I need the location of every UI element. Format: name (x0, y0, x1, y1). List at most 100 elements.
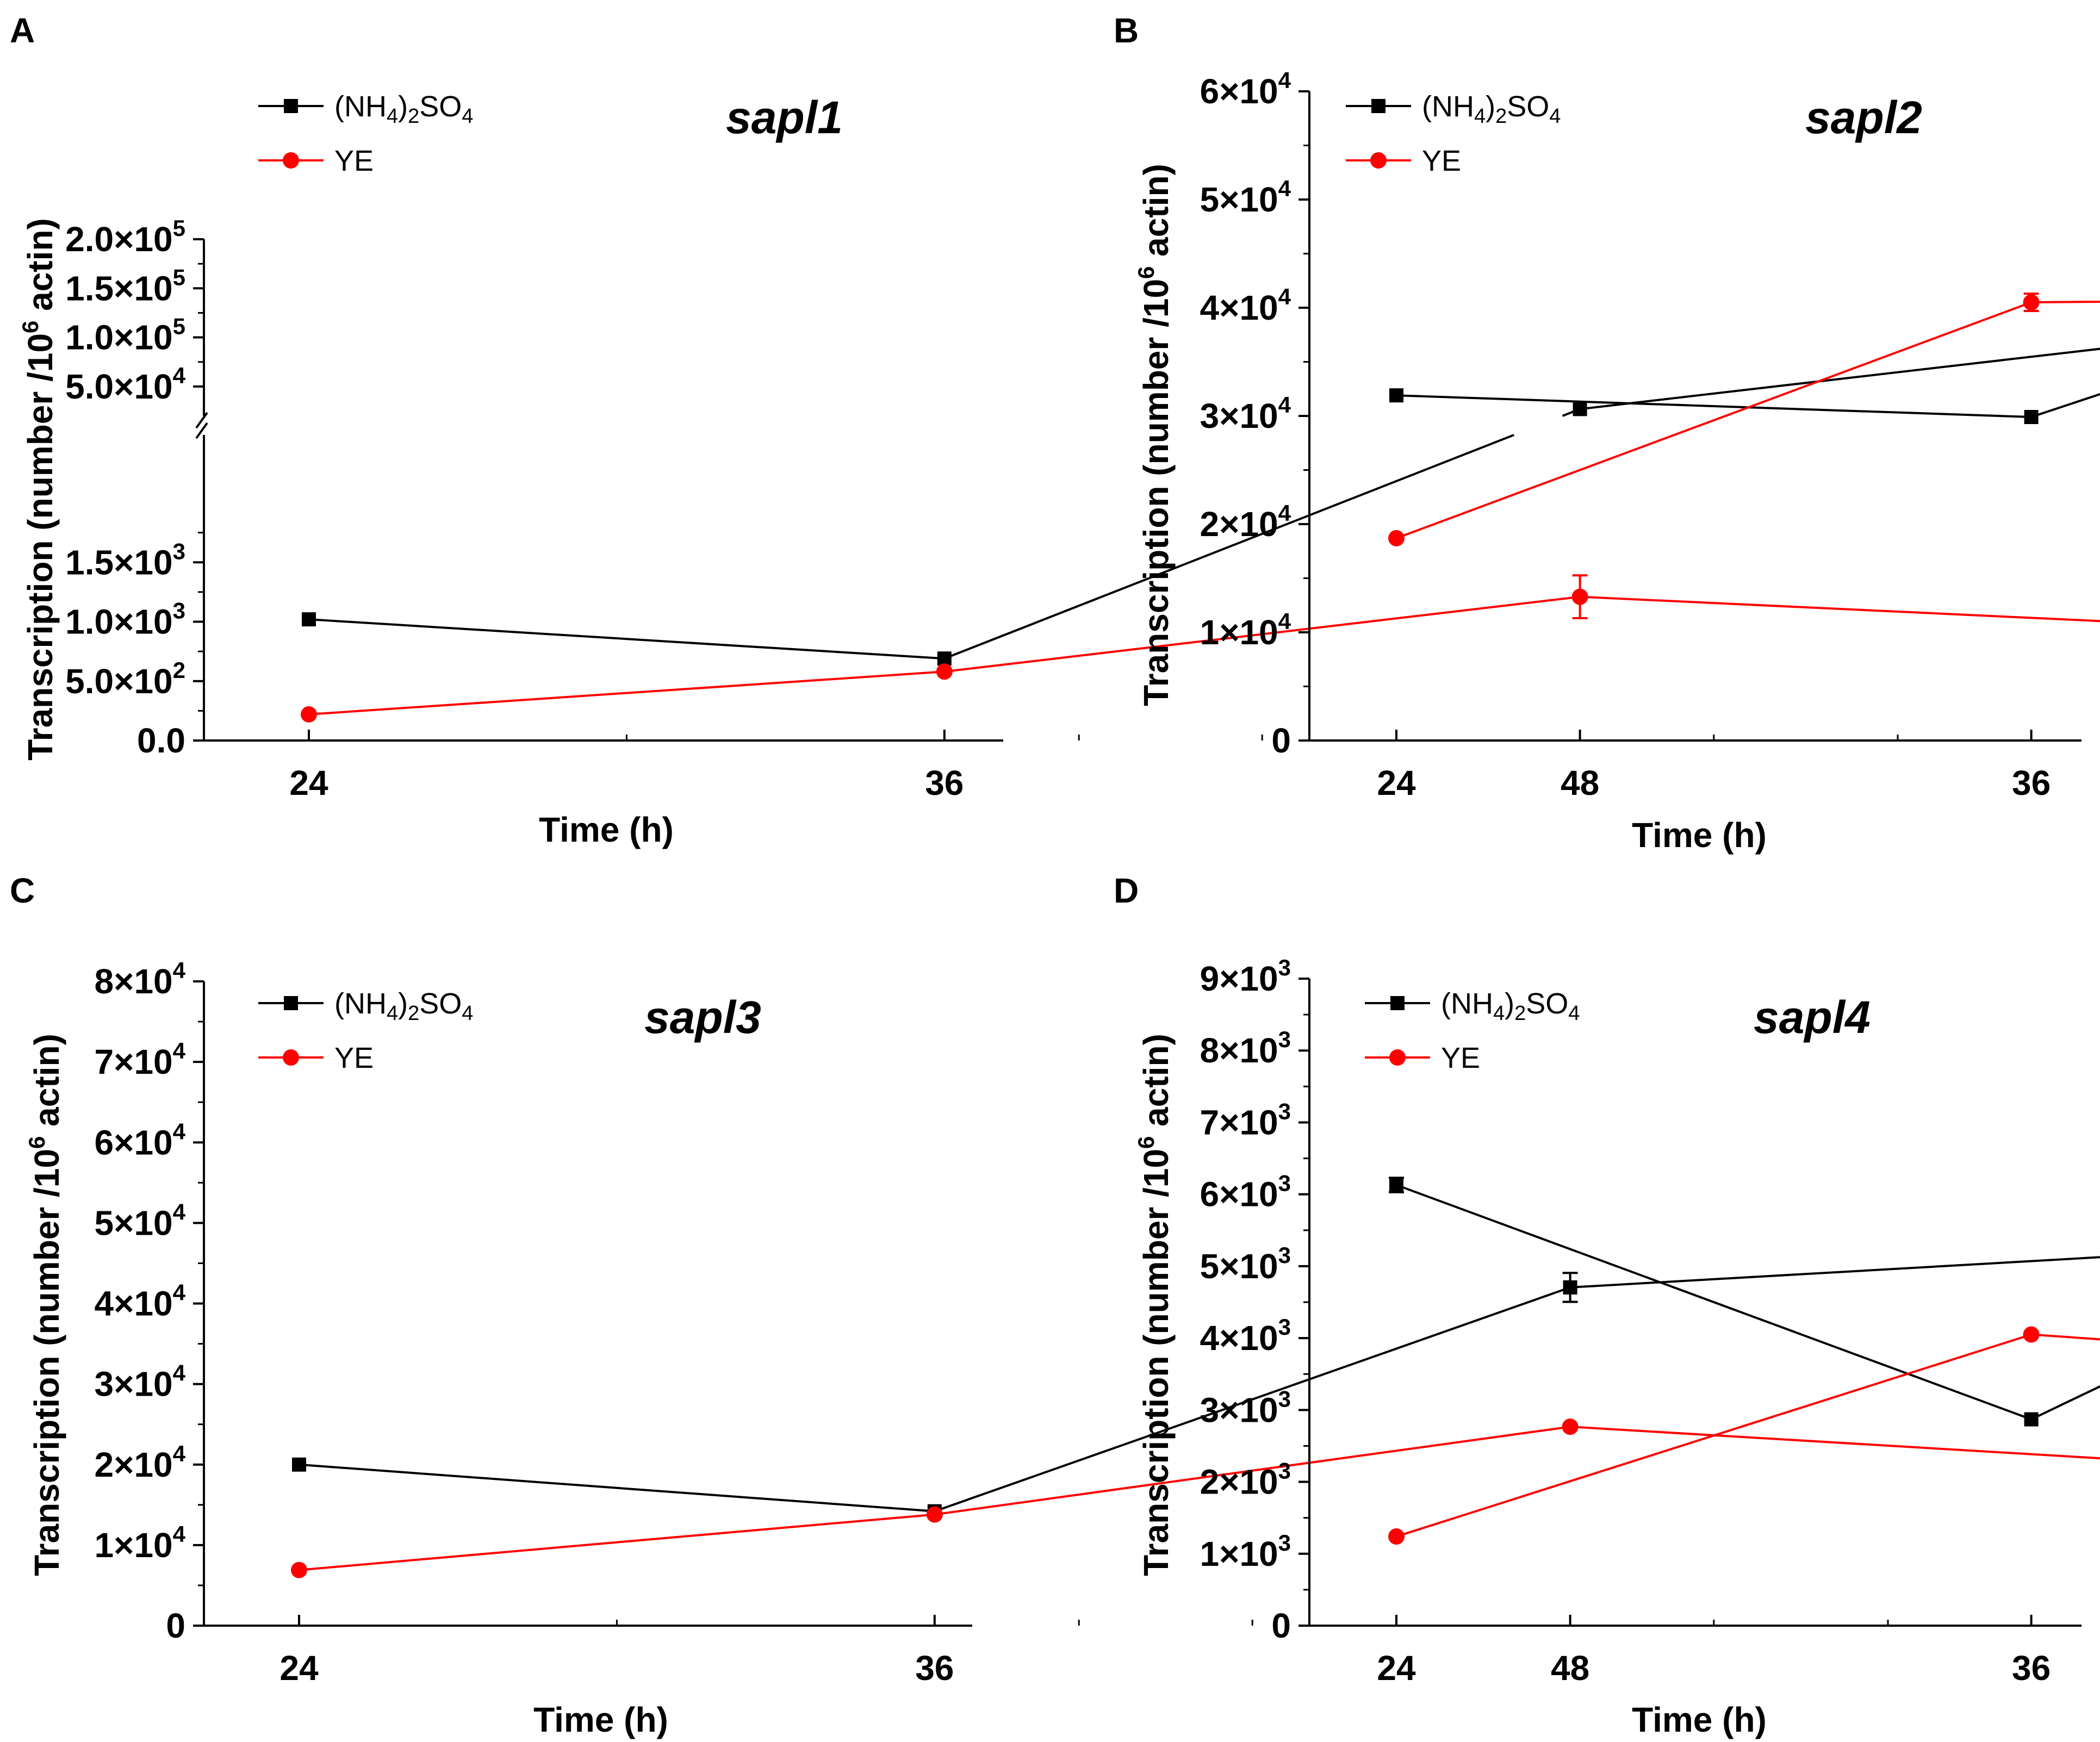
data-point (291, 1561, 307, 1578)
legend-marker (284, 996, 298, 1010)
y-tick-exponent: 4 (173, 1038, 186, 1063)
gene-name: sapl1 (726, 92, 843, 143)
data-point (936, 663, 953, 680)
y-tick-mantissa: 3×10 (1200, 396, 1278, 436)
y-tick-exponent: 3 (1278, 1171, 1291, 1196)
y-tick-mantissa: 5×10 (1200, 180, 1278, 219)
y-tick-label: 6×104 (1200, 67, 1291, 111)
legend-label-part: (NH (334, 90, 387, 123)
data-point (301, 706, 317, 723)
y-tick-mantissa: 3×10 (94, 1365, 172, 1404)
y-tick-mantissa: 8×10 (94, 962, 172, 1001)
y-tick-exponent: 3 (1278, 1026, 1291, 1052)
series-line (299, 1426, 2100, 1571)
x-tick-label: 36 (925, 763, 964, 802)
y-tick-label: 8×103 (1200, 1026, 1291, 1070)
legend-label-part: ) (398, 987, 408, 1020)
data-point (2024, 1412, 2039, 1427)
y-tick-exponent: 4 (173, 363, 186, 388)
data-point (937, 651, 952, 666)
y-tick-exponent: 3 (1278, 1242, 1291, 1268)
y-axis-title-text: Transcription (number /10 (1136, 1149, 1176, 1576)
series-line (1396, 393, 2100, 419)
y-tick-label: 8×104 (94, 957, 185, 1001)
panel-label: B (1114, 11, 1139, 50)
legend-label-part: (NH (334, 987, 387, 1020)
legend-marker (284, 99, 298, 113)
y-tick-label: 3×103 (1200, 1386, 1291, 1429)
y-tick-exponent: 3 (1278, 955, 1291, 980)
legend-label-part: 2 (1495, 105, 1507, 128)
panel-A: A2436486072840.05.0×1021.0×1031.5×1035.0… (10, 11, 2100, 849)
y-tick-label: 5×104 (94, 1199, 185, 1242)
y-axis-title-sup: 6 (17, 321, 43, 333)
y-tick-exponent: 4 (1278, 67, 1291, 93)
x-tick-label: 24 (289, 763, 328, 802)
legend-label: YE (1441, 1042, 1480, 1074)
data-point (1562, 1419, 1579, 1435)
x-tick-label: 36 (2012, 763, 2051, 802)
y-tick-label: 1.0×105 (65, 314, 185, 357)
series-line (299, 1256, 2100, 1513)
y-tick-label: 1×104 (1200, 608, 1291, 652)
series-line (1396, 300, 2100, 539)
series-1 (291, 1419, 2100, 1578)
legend-label-part: 4 (387, 105, 398, 128)
series-0 (1389, 1177, 2100, 1427)
y-tick-label: 2×103 (1200, 1458, 1291, 1502)
y-tick-label: 6×103 (1200, 1171, 1291, 1214)
y-tick-exponent: 3 (1278, 1386, 1291, 1411)
y-tick-mantissa: 7×10 (94, 1042, 172, 1081)
y-tick-exponent: 4 (173, 1360, 186, 1386)
y-tick-mantissa: 5.0×10 (65, 367, 173, 406)
y-axis-title: Transcription (number /106 actin) (17, 218, 60, 761)
data-point (2023, 294, 2040, 311)
y-tick-mantissa: 3×10 (1200, 1390, 1278, 1429)
data-point (1563, 1280, 1577, 1295)
x-axis-title: Time (h) (539, 810, 674, 849)
y-tick-mantissa: 0 (166, 1606, 185, 1645)
x-axis-title: Time (h) (1632, 816, 1767, 855)
legend-label-part: 4 (1474, 105, 1486, 128)
legend-label-part: SO (419, 90, 462, 123)
gene-name: sapl2 (1805, 92, 1922, 143)
y-tick-exponent: 3 (173, 598, 185, 624)
y-tick-label: 1×104 (94, 1521, 185, 1565)
data-point (2023, 1326, 2040, 1343)
x-tick-label: 48 (1551, 1648, 1589, 1688)
y-tick-mantissa: 1.0×10 (65, 318, 173, 357)
series-line (1396, 1333, 2100, 1538)
y-tick-label: 3×104 (1200, 392, 1291, 436)
y-tick-exponent: 3 (1278, 1314, 1291, 1340)
y-tick-label: 5×104 (1200, 176, 1291, 219)
y-tick-label: 5.0×104 (65, 363, 186, 406)
legend-label-part: ) (1486, 90, 1495, 123)
panel-B: B24364860728401×1042×1043×1044×1045×1046… (1078, 11, 2100, 855)
y-tick-exponent: 3 (1278, 1098, 1291, 1124)
gene-name: sapl3 (644, 992, 761, 1043)
y-tick-label: 2×104 (94, 1441, 185, 1484)
legend-marker (1389, 1049, 1406, 1066)
y-tick-mantissa: 1×10 (1200, 1534, 1278, 1573)
y-tick-label: 9×103 (1200, 955, 1291, 998)
x-tick-label: 48 (1561, 763, 1599, 802)
y-tick-label: 7×104 (94, 1038, 185, 1081)
legend-label-part: (NH (1441, 987, 1493, 1020)
series-line (1562, 347, 2100, 417)
y-tick-exponent: 4 (173, 1118, 186, 1144)
y-tick-mantissa: 1.5×10 (65, 269, 173, 308)
y-axis-title-end: actin) (21, 218, 60, 320)
legend-label-part: 4 (1568, 1002, 1580, 1025)
data-point (1573, 402, 1587, 416)
axis-break-mark (195, 412, 208, 429)
y-tick-exponent: 4 (173, 957, 186, 983)
x-tick-label: 24 (1377, 763, 1416, 802)
y-tick-exponent: 4 (173, 1199, 186, 1224)
panel-label: A (10, 11, 35, 50)
y-tick-label: 0 (1271, 1606, 1291, 1645)
data-point (1389, 388, 1403, 403)
data-point (1388, 530, 1405, 546)
